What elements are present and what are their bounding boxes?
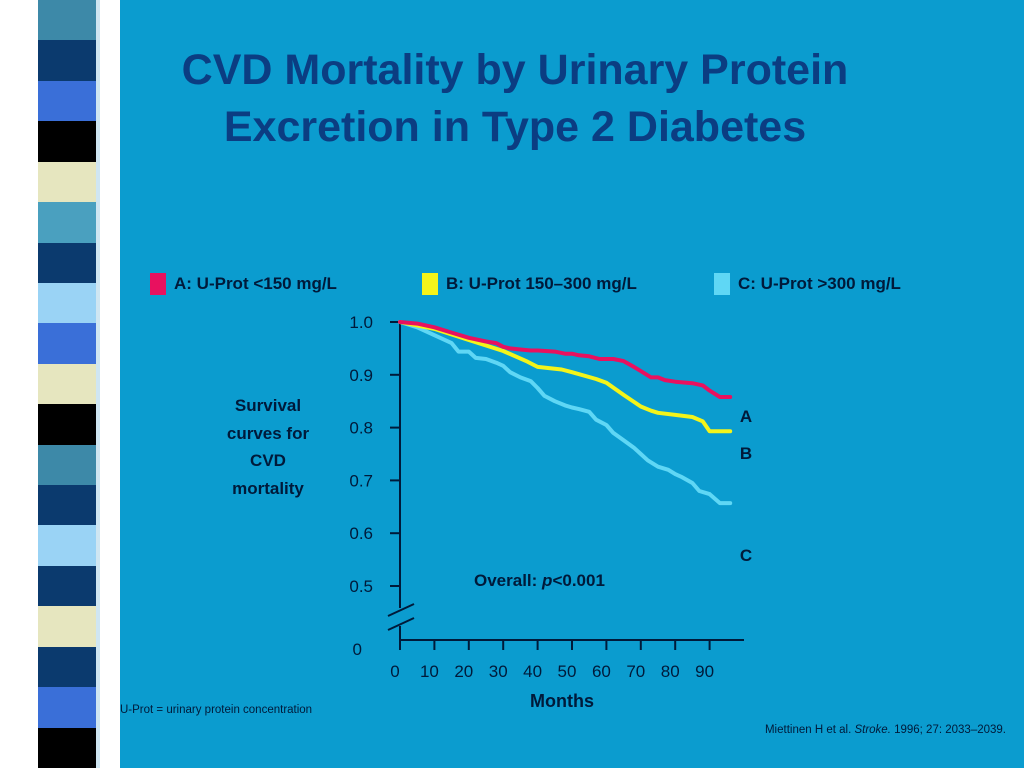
series-end-label-c: C — [740, 546, 752, 565]
legend-swatch-a — [150, 273, 166, 295]
y-tick-label: 1.0 — [349, 313, 373, 332]
title-line-1: CVD Mortality by Urinary Protein — [181, 46, 849, 94]
axis-break-mark-1 — [387, 603, 415, 617]
x-tick-label: 50 — [558, 662, 577, 681]
legend-swatch-b — [422, 273, 438, 295]
x-tick-label: 80 — [661, 662, 680, 681]
stripe — [38, 404, 96, 446]
side-label-line-1: Survival — [234, 396, 302, 415]
y-tick-label: 0.6 — [349, 524, 373, 543]
stripe — [38, 687, 96, 729]
side-label-line-3: CVD — [250, 451, 286, 470]
y-tick-label: 0.5 — [349, 577, 373, 596]
legend-label-c: C: U-Prot >300 mg/L — [738, 274, 901, 293]
side-label-line-2: curves for — [226, 423, 310, 443]
x-tick-label: 0 — [390, 662, 399, 681]
title-line-2: Excretion in Type 2 Diabetes — [223, 103, 807, 151]
stripe — [38, 121, 96, 163]
stripe — [38, 80, 96, 123]
stripe — [38, 565, 96, 608]
series-end-label-a: A — [740, 407, 752, 426]
series-end-label-b: B — [740, 444, 752, 463]
annotation-prefix: Overall: — [474, 571, 542, 590]
legend-item-c: C: U-Prot >300 mg/L — [714, 272, 901, 296]
y-tick-label: 0.8 — [349, 419, 373, 438]
side-label: Survival curves for CVD mortality — [205, 392, 331, 502]
legend-label-b: B: U-Prot 150–300 mg/L — [446, 274, 637, 293]
stripe — [38, 202, 96, 244]
stripe — [38, 323, 96, 365]
x-tick-label: 60 — [592, 662, 611, 681]
citation-suffix: 1996; 27: 2033–2039. — [890, 724, 1006, 736]
annotation-value: <0.001 — [552, 571, 604, 590]
stripe — [38, 646, 96, 689]
slide-title: CVD Mortality by Urinary Protein Excreti… — [120, 42, 910, 156]
series-line-c — [398, 320, 733, 506]
citation: Miettinen H et al. Stroke. 1996; 27: 203… — [765, 724, 1006, 736]
series-end-labels: AB C — [740, 407, 752, 565]
x-axis-label: Months — [530, 691, 594, 711]
stripe — [38, 525, 96, 567]
y-tick-label: 0.9 — [349, 366, 373, 385]
legend-item-a: A: U-Prot <150 mg/L — [150, 272, 337, 296]
side-label-line-4: mortality — [232, 478, 304, 498]
stripe — [38, 444, 96, 487]
legend-label-a: A: U-Prot <150 mg/L — [174, 274, 337, 293]
citation-prefix: Miettinen H et al. — [764, 724, 855, 736]
series-lines — [398, 320, 733, 506]
stripe-edge — [96, 0, 100, 768]
x-tick-label: 40 — [523, 662, 542, 681]
footnote: U-Prot = urinary protein concentration — [120, 704, 313, 716]
series-line-b — [398, 320, 733, 434]
x-tick-label: 70 — [626, 662, 645, 681]
x-tick-label: 90 — [695, 662, 714, 681]
x-ticks: 0 10 20 30 40 50 60 70 80 90 — [390, 640, 714, 681]
stripe — [38, 242, 96, 284]
stripe — [38, 0, 96, 42]
axis-break-mark-2 — [387, 617, 415, 631]
annotation-overall: Overall: p<0.001 — [474, 571, 605, 590]
x-tick-label: 10 — [420, 662, 439, 681]
stripe — [38, 40, 96, 82]
series-line-a — [398, 320, 733, 399]
citation-journal: Stroke. — [854, 724, 891, 736]
stripe — [38, 161, 96, 204]
y-tick-label: 0.7 — [349, 471, 373, 490]
x-tick-label: 20 — [454, 662, 473, 681]
decorative-stripes — [0, 0, 120, 768]
annotation-p: p — [541, 571, 552, 590]
stripe — [38, 727, 96, 768]
stripe — [38, 485, 96, 527]
legend-swatch-c — [714, 273, 730, 295]
y-break-label: 0 — [353, 640, 362, 659]
stripe — [38, 606, 96, 648]
stripe — [38, 363, 96, 406]
x-tick-label: 30 — [489, 662, 508, 681]
stripe — [38, 282, 96, 325]
y-ticks: 1.0 0.9 0.8 0.7 0.6 0.5 — [349, 313, 400, 596]
legend-item-b: B: U-Prot 150–300 mg/L — [422, 272, 637, 296]
